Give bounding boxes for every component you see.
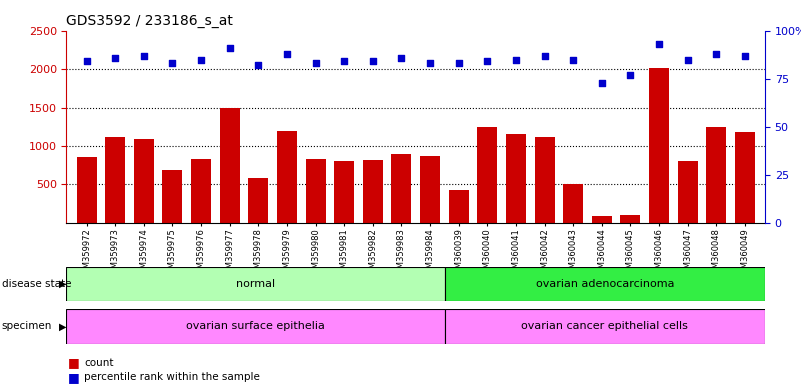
Text: disease state: disease state — [2, 279, 71, 289]
Bar — [449, 190, 469, 223]
Text: ■: ■ — [68, 371, 80, 384]
Point — [223, 45, 236, 51]
Bar — [445, 309, 765, 344]
Bar — [563, 184, 583, 223]
Point — [80, 58, 93, 65]
Point — [481, 58, 493, 65]
Point — [338, 58, 351, 65]
Text: ■: ■ — [68, 356, 80, 369]
Point — [166, 60, 179, 66]
Text: percentile rank within the sample: percentile rank within the sample — [84, 372, 260, 382]
Text: ▶: ▶ — [58, 321, 66, 331]
Bar — [534, 137, 554, 223]
Text: ovarian cancer epithelial cells: ovarian cancer epithelial cells — [521, 321, 688, 331]
Point — [137, 53, 150, 59]
Bar — [305, 159, 325, 223]
Bar — [248, 178, 268, 223]
Bar — [105, 137, 125, 223]
Bar — [334, 161, 354, 223]
Point — [653, 41, 666, 47]
Text: count: count — [84, 358, 114, 368]
Bar — [191, 159, 211, 223]
Point — [280, 51, 293, 57]
Point — [538, 53, 551, 59]
Text: ovarian adenocarcinoma: ovarian adenocarcinoma — [536, 279, 674, 289]
Point — [366, 58, 379, 65]
Point — [509, 56, 522, 63]
Bar — [735, 132, 755, 223]
Bar — [77, 157, 97, 223]
Bar — [219, 108, 239, 223]
Bar — [277, 131, 297, 223]
Point — [109, 55, 122, 61]
Bar — [392, 154, 412, 223]
Point — [739, 53, 751, 59]
Bar — [706, 127, 727, 223]
Bar — [621, 215, 641, 223]
Bar — [592, 216, 612, 223]
Point — [424, 60, 437, 66]
Text: GDS3592 / 233186_s_at: GDS3592 / 233186_s_at — [66, 14, 233, 28]
Bar — [163, 170, 183, 223]
Point — [682, 56, 694, 63]
Text: ▶: ▶ — [58, 279, 66, 289]
Point — [567, 56, 580, 63]
Point — [395, 55, 408, 61]
Bar — [477, 127, 497, 223]
Bar — [649, 68, 669, 223]
Bar — [66, 267, 445, 301]
Bar — [134, 139, 154, 223]
Point — [453, 60, 465, 66]
Point — [195, 56, 207, 63]
Bar — [363, 160, 383, 223]
Text: specimen: specimen — [2, 321, 52, 331]
Text: ovarian surface epithelia: ovarian surface epithelia — [186, 321, 325, 331]
Point — [710, 51, 723, 57]
Point — [252, 62, 264, 68]
Text: normal: normal — [236, 279, 276, 289]
Bar — [678, 161, 698, 223]
Bar — [445, 267, 765, 301]
Point — [309, 60, 322, 66]
Bar — [420, 156, 440, 223]
Bar — [66, 309, 445, 344]
Bar — [506, 134, 526, 223]
Point — [624, 72, 637, 78]
Point — [595, 79, 608, 86]
